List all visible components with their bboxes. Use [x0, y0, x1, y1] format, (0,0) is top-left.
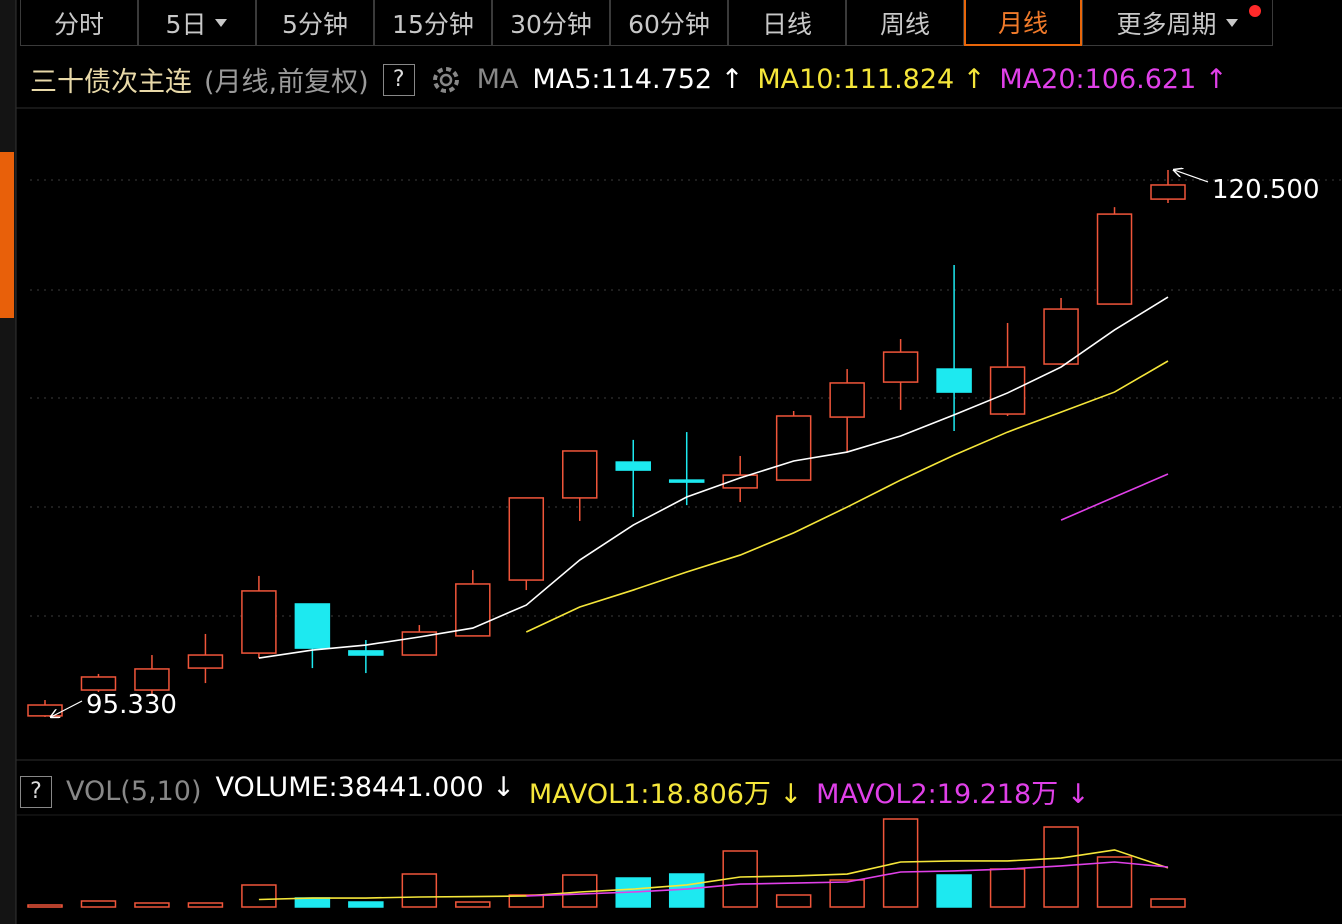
legend-entry: VOLUME:38441.000 ↓ [215, 772, 515, 803]
tab-label: 30分钟 [510, 9, 592, 39]
candle-body [80, 676, 117, 691]
ma-line [258, 849, 1169, 901]
volume-bar [455, 901, 491, 908]
candle-body [615, 461, 651, 471]
grid [30, 179, 1342, 617]
legend: VOLUME:38441.000 ↓ MAVOL1:18.806万 ↓ MAVOL2… [215, 772, 1089, 811]
ma-line [1060, 473, 1169, 521]
volume-bar [187, 902, 224, 908]
volume-bar [882, 818, 919, 908]
tab[interactable]: 5分钟 [256, 0, 374, 46]
volume-bar [1150, 898, 1186, 908]
candle-body [722, 474, 758, 489]
tab[interactable]: 60分钟 [610, 0, 728, 46]
tab[interactable]: 更多周期 [1082, 0, 1273, 46]
volume-header: ? VOL(5,10) VOLUME:38441.000 ↓ MAVOL1:18.… [20, 772, 1089, 811]
volume-bar [348, 901, 384, 908]
ma-line [525, 360, 1169, 633]
ma-line [526, 861, 1169, 897]
indicator-name: MA [476, 64, 519, 95]
candle-body [508, 497, 545, 581]
legend: MA5:114.752 ↑ MA10:111.824 ↑ MA20:106.621 … [532, 64, 1227, 95]
settings-icon[interactable] [429, 63, 463, 97]
volume-bar [829, 879, 865, 908]
annotation-arrow [51, 700, 83, 717]
volume-bar [1096, 856, 1133, 908]
toolbar: 分时 5日 5分钟 15分钟 30分钟 60分钟 日线 周线 月线 更多周期 [20, 0, 1273, 46]
candle-body [348, 650, 384, 656]
candle-body [134, 668, 170, 691]
side-marker [0, 152, 14, 318]
dropdown-arrow [1225, 18, 1238, 27]
tab-label: 更多周期 [1116, 9, 1217, 39]
annotation-arrow [1174, 170, 1209, 183]
candle-body [562, 450, 598, 499]
candle-body [294, 603, 331, 649]
annotation-label: 120.500 [1212, 175, 1320, 205]
legend-entry: MAVOL1:18.806万 ↓ [528, 779, 803, 810]
volume-bar [241, 884, 277, 908]
help-button[interactable]: ? [20, 775, 52, 808]
tab[interactable]: 周线 [846, 0, 964, 46]
tab[interactable]: 5日 [138, 0, 256, 46]
volume-bar [989, 868, 1026, 908]
dropdown-arrow [215, 18, 228, 27]
indicator-name: VOL(5,10) [66, 776, 202, 807]
candle-body [27, 704, 63, 717]
tab-label: 分时 [53, 9, 104, 39]
volume-bar [936, 874, 972, 908]
candle-body [989, 366, 1026, 415]
tab-label: 15分钟 [392, 9, 474, 39]
tab-label: 5日 [165, 9, 207, 39]
candle-body [775, 415, 812, 481]
tab-label: 月线 [997, 9, 1048, 38]
candle-body [829, 382, 865, 418]
subtitle: (月线,前复权) [204, 67, 369, 98]
legend-entry: MA20:106.621 ↑ [999, 64, 1228, 95]
candle-body [1096, 213, 1133, 305]
volume-bar [401, 873, 438, 908]
legend-entry: MA10:111.824 ↑ [757, 64, 986, 95]
tab[interactable]: 日线 [728, 0, 846, 46]
candle-body [668, 479, 705, 483]
price-header: 三十债次主连 (月线,前复权) ? MA MA5:114.752 ↑ MA10:1… [30, 60, 1227, 99]
tab-label: 5分钟 [282, 9, 348, 39]
tab-label: 60分钟 [628, 9, 710, 39]
volume-bar [134, 902, 170, 908]
candle-body [1150, 184, 1186, 200]
legend-entry: MA5:114.752 ↑ [532, 64, 744, 95]
candle-body [241, 590, 277, 654]
candle-body [882, 351, 919, 383]
volume-bar [294, 897, 331, 908]
help-button[interactable]: ? [382, 63, 415, 96]
volume-bar [27, 904, 63, 908]
tab[interactable]: 分时 [20, 0, 138, 46]
notification-dot [1248, 4, 1261, 17]
ma-line [258, 296, 1169, 659]
instrument-title: 三十债次主连 [30, 67, 192, 98]
tab[interactable]: 30分钟 [492, 0, 610, 46]
tab[interactable]: 月线 [964, 0, 1082, 46]
volume-bar [80, 900, 117, 908]
side-strip [0, 0, 16, 924]
annotation-label: 95.330 [86, 690, 177, 720]
tab-label: 日线 [761, 9, 812, 39]
candle-body [187, 654, 224, 669]
candle-body [1043, 308, 1079, 365]
volume-bar [508, 894, 545, 908]
tab[interactable]: 15分钟 [374, 0, 492, 46]
candle-body [936, 368, 972, 393]
legend-entry: MAVOL2:19.218万 ↓ [816, 779, 1090, 810]
volume-bar [775, 894, 812, 908]
tab-label: 周线 [879, 9, 930, 39]
